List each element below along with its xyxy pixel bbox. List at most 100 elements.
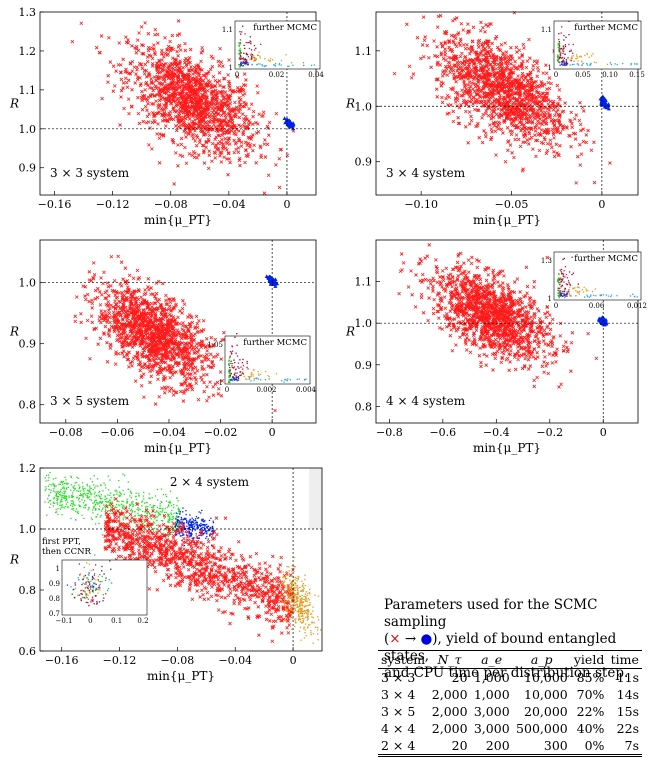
data-point (263, 192, 266, 195)
data-point (118, 330, 121, 333)
data-point (436, 45, 439, 48)
data-point (505, 51, 508, 54)
data-point (180, 143, 183, 146)
inset-point (568, 44, 569, 45)
inset-point (281, 380, 282, 381)
data-point (219, 47, 222, 50)
data-point (183, 303, 186, 306)
inset-point (253, 375, 254, 376)
data-point (100, 310, 103, 313)
inset-point (243, 59, 244, 60)
data-point (100, 34, 103, 37)
panel-title: 3 × 5 system (50, 394, 130, 408)
data-point (123, 355, 126, 358)
data-point (522, 43, 525, 46)
data-point (467, 77, 470, 80)
data-point (181, 299, 184, 302)
data-point (509, 144, 512, 147)
data-point (536, 75, 539, 78)
data-point (181, 324, 184, 327)
inset-point (228, 381, 229, 382)
inset-point (251, 64, 252, 65)
data-point (244, 78, 247, 81)
data-point (534, 129, 537, 132)
inset-point (287, 380, 288, 381)
data-point (218, 71, 221, 74)
data-point (441, 101, 444, 104)
data-point (568, 119, 571, 122)
inset-point (259, 63, 260, 64)
inset-point (558, 33, 559, 34)
x-tick-label: −0.02 (204, 426, 238, 439)
inset-point (230, 356, 231, 357)
inset-point (260, 44, 261, 45)
inset-point (631, 63, 632, 64)
data-point (101, 97, 104, 100)
inset-point (287, 378, 288, 379)
data-point (550, 146, 553, 149)
data-point (573, 117, 576, 120)
data-point (196, 156, 199, 159)
data-point (548, 109, 551, 112)
data-point (163, 391, 166, 394)
data-point (207, 167, 210, 170)
data-point (88, 300, 91, 303)
data-point (140, 90, 143, 93)
inset-point (564, 63, 565, 64)
data-point (127, 79, 130, 82)
data-point (214, 126, 217, 129)
data-point (157, 106, 160, 109)
inset-point (269, 378, 270, 379)
data-point (195, 144, 198, 147)
data-point (262, 114, 265, 117)
inset-point (249, 377, 250, 378)
data-point (253, 144, 256, 147)
data-point (174, 124, 177, 127)
data-point (454, 100, 457, 103)
inset-point (563, 45, 564, 46)
inset-point (251, 49, 252, 50)
inset-point (577, 63, 578, 64)
inset-point (234, 366, 235, 367)
data-point (85, 337, 88, 340)
data-point (252, 115, 255, 118)
data-point (455, 80, 458, 83)
inset-point (251, 372, 252, 373)
data-point (134, 380, 137, 383)
data-point (244, 141, 247, 144)
data-point (576, 155, 579, 158)
inset-point (247, 368, 248, 369)
inset-point (577, 60, 578, 61)
data-point (146, 60, 149, 63)
inset-point (281, 64, 282, 65)
inset-point (232, 367, 233, 368)
data-point (267, 134, 270, 137)
inset-point (560, 54, 561, 55)
y-tick-label: 1.1 (355, 45, 373, 58)
inset-point (611, 64, 612, 65)
data-point (579, 164, 582, 167)
data-point (156, 33, 159, 36)
inset-point (285, 379, 286, 380)
data-point (187, 368, 190, 371)
data-point (553, 155, 556, 158)
inset-point (561, 26, 562, 27)
inset-point (251, 56, 252, 57)
inset-point (233, 359, 234, 360)
inset-point (560, 52, 561, 53)
inset-point (573, 64, 574, 65)
data-point (131, 70, 134, 73)
inset-point (256, 378, 257, 379)
inset-point (269, 60, 270, 61)
data-point (74, 315, 77, 318)
data-point (509, 46, 512, 49)
data-point (114, 300, 117, 303)
x-tick-label: −0.08 (154, 198, 188, 211)
inset-point (305, 379, 306, 380)
data-point (260, 156, 263, 159)
inset-point (566, 59, 567, 60)
data-point (146, 285, 149, 288)
data-point (129, 335, 132, 338)
data-point (150, 375, 153, 378)
data-point (225, 157, 228, 160)
